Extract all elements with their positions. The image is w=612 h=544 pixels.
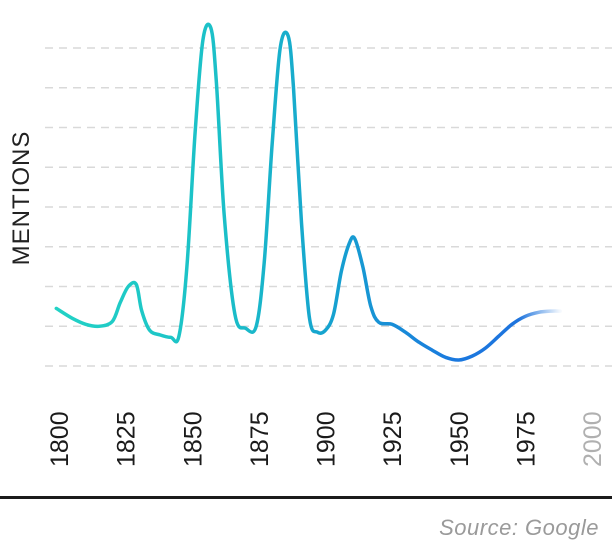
series-group (54, 22, 562, 362)
x-tick-label: 1975 (512, 411, 540, 467)
x-tick-label: 1950 (446, 411, 474, 467)
x-tick-label: 1900 (313, 411, 341, 467)
x-tick-label: 2000 (579, 411, 607, 467)
y-axis-label: MENTIONS (8, 131, 35, 266)
series-line-0 (54, 22, 562, 362)
x-tick-label: 1850 (179, 411, 207, 467)
x-tick-label: 1925 (379, 411, 407, 467)
source-note: Source: Google (439, 515, 599, 540)
x-axis-ticks: 1800 1825 1850 1875 1900 1925 1950 1975 2000 (46, 411, 607, 467)
x-tick-label: 1825 (113, 411, 141, 467)
line-chart: 1800 1825 1850 1875 1900 1925 1950 1975 2000 MEN… (8, 22, 612, 467)
chart-baseline (0, 496, 612, 499)
gridlines (45, 47, 612, 367)
x-tick-label: 1875 (246, 411, 274, 467)
x-tick-label: 1800 (46, 411, 74, 467)
